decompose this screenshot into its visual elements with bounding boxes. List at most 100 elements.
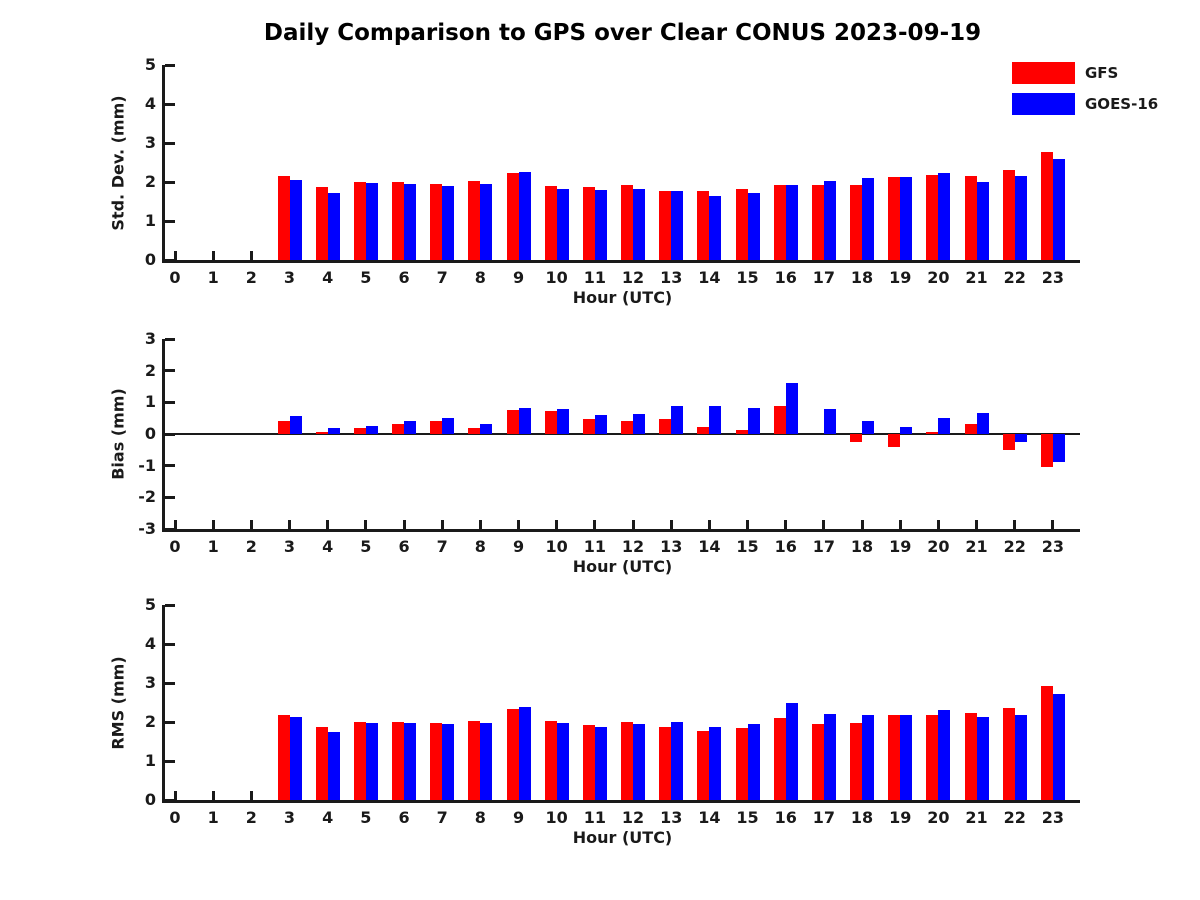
y-tick [165,798,175,802]
x-tick [402,520,406,529]
x-tick [1013,520,1017,529]
x-tick-label: 20 [927,268,950,287]
x-axis-label-bias: Hour (UTC) [572,557,673,576]
bar-gfs-hour-7 [430,420,443,434]
bar-goes16-hour-13 [671,722,684,800]
legend-label-goes16: GOES-16 [1085,95,1159,113]
x-tick-label: 1 [207,808,219,827]
x-tick-label: 7 [436,808,448,827]
bar-goes16-hour-21 [976,717,989,800]
bar-goes16-hour-20 [938,710,951,800]
x-axis-label-std-dev: Hour (UTC) [572,288,673,307]
y-tick [165,369,175,373]
y-tick-label: 0 [144,790,156,809]
y-tick-label: 0 [144,424,156,443]
bar-gfs-hour-22 [1002,434,1015,451]
x-tick-label: 20 [927,537,950,556]
bar-gfs-hour-20 [926,431,939,434]
y-tick-label: 2 [144,172,156,191]
bar-goes16-hour-4 [327,192,340,260]
bar-gfs-hour-14 [697,190,710,260]
y-tick-label: -3 [138,519,156,538]
bar-goes16-hour-7 [442,417,455,434]
y-tick [165,141,175,145]
y-axis-spine [162,339,165,532]
x-tick-label: 19 [889,537,912,556]
bar-gfs-hour-19 [888,434,901,447]
x-tick-label: 2 [245,537,257,556]
bar-gfs-hour-6 [392,182,405,260]
bar-goes16-hour-11 [594,415,607,434]
x-tick [631,520,635,529]
x-tick-label: 14 [698,537,721,556]
x-tick-label: 15 [736,268,759,287]
bar-goes16-hour-4 [327,731,340,800]
bar-gfs-hour-23 [1040,434,1053,467]
x-tick-label: 6 [398,537,410,556]
x-tick-label: 12 [621,808,645,827]
x-tick-label: 13 [660,808,683,827]
x-tick-label: 11 [583,808,606,827]
y-tick-label: 2 [144,360,156,380]
bar-gfs-hour-14 [697,730,710,800]
x-axis-spine [162,529,1080,532]
x-tick-label: 7 [436,537,448,556]
bar-goes16-hour-14 [709,405,722,434]
x-tick-label: 3 [283,537,296,556]
x-tick [478,520,482,529]
bar-goes16-hour-16 [785,383,798,434]
y-tick-label: 1 [144,751,156,770]
bar-gfs-hour-5 [353,427,366,434]
bar-gfs-hour-11 [582,724,595,800]
x-tick-label: 16 [774,537,797,556]
x-tick [288,520,291,529]
y-tick [165,464,175,468]
y-tick-label: 1 [144,211,156,230]
x-tick-label: 3 [283,268,296,287]
bar-goes16-hour-18 [862,420,875,434]
bar-goes16-hour-10 [556,723,569,800]
bar-gfs-hour-5 [353,722,366,800]
x-tick-label: 10 [545,808,568,827]
x-tick-label: 0 [169,808,181,827]
y-tick [165,102,175,106]
bar-goes16-hour-16 [785,702,798,800]
x-tick-label: 9 [512,808,525,827]
x-tick [669,520,673,529]
bar-gfs-hour-3 [277,714,290,800]
x-tick [173,251,177,260]
x-tick [364,520,368,529]
bar-goes16-hour-21 [976,413,989,434]
x-tick-label: 15 [736,537,759,556]
bar-goes16-hour-17 [823,409,836,434]
x-tick-label: 13 [660,537,683,556]
bar-gfs-hour-23 [1040,686,1053,800]
bar-gfs-hour-20 [926,175,939,260]
bar-gfs-hour-4 [315,186,328,260]
bar-goes16-hour-9 [518,172,531,260]
bar-gfs-hour-13 [659,190,672,260]
bar-gfs-hour-19 [888,715,901,800]
bar-gfs-hour-5 [353,182,366,260]
y-tick [165,681,175,685]
bar-gfs-hour-15 [735,728,748,800]
x-tick [784,520,788,529]
bar-goes16-hour-10 [556,189,569,260]
y-tick [165,759,175,763]
chart-rms: RMS (mm) 0 1 2 3 4 5 0 1 2 3 4 5 6 7 8 9 10 11 12 13 14 15 16 17… [0,595,1200,870]
bar-gfs-hour-9 [506,173,519,260]
bar-gfs-hour-18 [850,723,863,800]
bar-gfs-hour-22 [1002,170,1015,260]
y-tick-label: 4 [144,94,156,113]
bar-goes16-hour-23 [1052,434,1065,462]
y-tick-label: 5 [144,595,156,614]
bar-gfs-hour-14 [697,427,710,434]
y-tick-label: 0 [144,250,156,269]
bar-gfs-hour-4 [315,432,328,434]
bar-goes16-hour-15 [747,408,760,434]
y-tick [165,642,175,646]
y-axis-spine [162,65,165,263]
bar-gfs-hour-22 [1002,707,1015,800]
x-tick-label: 17 [812,808,835,827]
x-tick-label: 9 [512,537,525,556]
